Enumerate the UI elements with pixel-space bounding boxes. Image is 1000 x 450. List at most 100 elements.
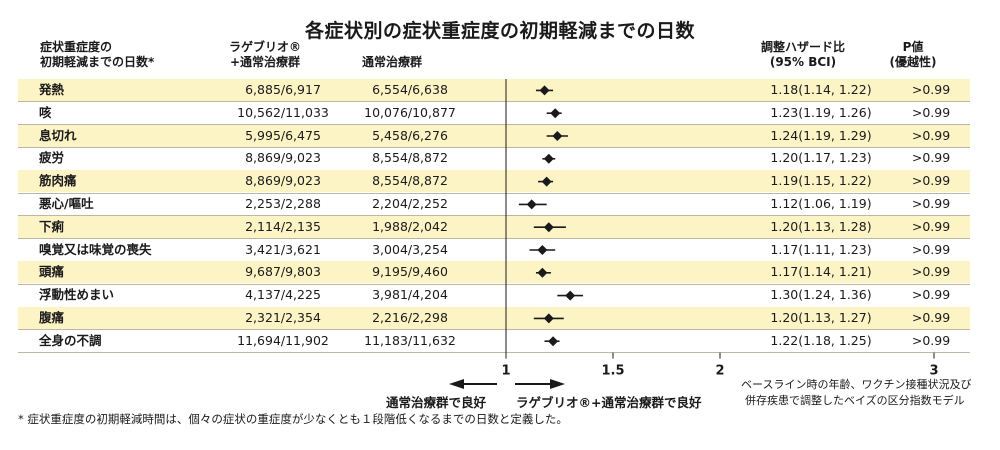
- header-p-value-line2: (優越性): [889, 55, 937, 69]
- direction-right-label: ラゲブリオ®+通常治療群で良好: [516, 395, 702, 410]
- standard-count: 8,554/8,872: [372, 150, 448, 166]
- left-arrow-head: [449, 379, 464, 389]
- lagevrio-count: 6,885/6,917: [245, 82, 321, 97]
- hazard-ratio-value: 1.20(1.17, 1.23): [770, 150, 872, 166]
- table-row: 浮動性めまい 4,137/4,225 3,981/4,204 1.30(1.24, 1…: [18, 284, 970, 306]
- lagevrio-count: 8,869/9,023: [245, 150, 321, 166]
- model-note-line1: ベースライン時の年齢、ワクチン接種状況及び: [741, 378, 972, 391]
- lagevrio-count: 10,562/11,033: [237, 104, 329, 120]
- standard-count: 5,458/6,276: [372, 127, 448, 143]
- lagevrio-count: 2,114/2,135: [245, 218, 321, 234]
- standard-count: 6,554/6,638: [372, 82, 448, 97]
- hazard-ratio-value: 1.20(1.13, 1.27): [770, 310, 872, 325]
- hazard-ratio-value: 1.22(1.18, 1.25): [770, 332, 872, 348]
- hazard-ratio-value: 1.17(1.14, 1.21): [770, 264, 872, 280]
- direction-left-label: 通常治療群で良好: [386, 395, 487, 410]
- p-value: >0.99: [911, 332, 951, 348]
- p-value: >0.99: [911, 218, 951, 234]
- p-value: >0.99: [911, 150, 951, 166]
- standard-count: 2,204/2,252: [372, 196, 448, 211]
- p-value: >0.99: [911, 104, 951, 120]
- standard-count: 2,216/2,298: [372, 310, 448, 325]
- symptom-label: 筋肉痛: [39, 173, 77, 189]
- header-p-value: P値 (優越性): [858, 40, 968, 70]
- x-tick-label: 2: [715, 364, 724, 379]
- symptom-label: 咳: [39, 104, 52, 120]
- lagevrio-count: 2,253/2,288: [245, 196, 321, 211]
- footnote: * 症状重症度の初期軽減時間は、個々の症状の重症度が少なくとも１段階低くなるまで…: [18, 412, 568, 426]
- symptom-label: 浮動性めまい: [39, 287, 115, 303]
- row-separator: [18, 283, 970, 285]
- standard-count: 3,981/4,204: [372, 287, 448, 303]
- lagevrio-count: 9,687/9,803: [245, 264, 321, 280]
- table-row: 発熱 6,885/6,917 6,554/6,638 1.18(1.14, 1.22)…: [18, 79, 970, 101]
- header-symptom: 症状重症度の 初期軽減までの日数*: [40, 40, 154, 70]
- standard-count: 10,076/10,877: [364, 104, 456, 120]
- table-row: 下痢 2,114/2,135 1,988/2,042 1.20(1.13, 1.28)…: [18, 215, 970, 238]
- standard-count: 1,988/2,042: [372, 218, 448, 234]
- header-lagevrio-line2: +通常治療群: [229, 55, 301, 69]
- row-separator: [18, 352, 970, 354]
- row-separator: [18, 146, 970, 148]
- symptom-label: 頭痛: [39, 264, 65, 280]
- p-value: >0.99: [911, 82, 951, 97]
- row-separator: [18, 101, 970, 103]
- header-hazard-ratio: 調整ハザード比 (95% BCI): [718, 40, 888, 70]
- header-lagevrio: ラゲブリオ® +通常治療群: [200, 40, 330, 70]
- header-standard: 通常治療群: [361, 55, 422, 69]
- table-row: 疲労 8,869/9,023 8,554/8,872 1.20(1.17, 1.23)…: [18, 147, 970, 169]
- table-row: 頭痛 9,687/9,803 9,195/9,460 1.17(1.14, 1.21)…: [18, 261, 970, 284]
- table-row: 息切れ 5,995/6,475 5,458/6,276 1.24(1.19, 1.29…: [18, 124, 970, 147]
- p-value: >0.99: [911, 287, 951, 303]
- row-separator: [18, 238, 970, 240]
- table-row: 全身の不調 11,694/11,902 11,183/11,632 1.22(1.18…: [18, 330, 970, 352]
- lagevrio-count: 11,694/11,902: [237, 332, 329, 348]
- table-row: 筋肉痛 8,869/9,023 8,554/8,872 1.19(1.15, 1.22…: [18, 170, 970, 193]
- p-value: >0.99: [911, 196, 951, 211]
- lagevrio-count: 4,137/4,225: [245, 287, 321, 303]
- symptom-label: 息切れ: [39, 127, 77, 143]
- lagevrio-count: 5,995/6,475: [245, 127, 321, 143]
- model-note-line2: 併存疾患で調整したベイズの区分指数モデル: [745, 394, 965, 407]
- lagevrio-count: 8,869/9,023: [245, 173, 321, 189]
- table-row: 咳 10,562/11,033 10,076/10,877 1.23(1.19, 1.…: [18, 102, 970, 124]
- symptom-label: 腹痛: [39, 310, 65, 325]
- header-hazard-ratio-line1: 調整ハザード比: [760, 40, 845, 54]
- symptom-label: 発熱: [39, 82, 65, 97]
- x-tick-label: 3: [929, 364, 938, 379]
- hazard-ratio-value: 1.17(1.11, 1.23): [770, 241, 872, 257]
- table-row: 腹痛 2,321/2,354 2,216/2,298 1.20(1.13, 1.27)…: [18, 307, 970, 329]
- standard-count: 3,004/3,254: [372, 241, 448, 257]
- chart-title: 各症状別の症状重症度の初期軽減までの日数: [304, 20, 695, 42]
- symptom-label: 全身の不調: [39, 332, 102, 348]
- header-lagevrio-line1: ラゲブリオ®: [228, 40, 301, 54]
- table-row: 嗅覚又は味覚の喪失 3,421/3,621 3,004/3,254 1.17(1.11…: [18, 239, 970, 261]
- x-tick-label: 1: [501, 364, 510, 379]
- lagevrio-count: 3,421/3,621: [245, 241, 321, 257]
- table-row: 悪心/嘔吐 2,253/2,288 2,204/2,252 1.12(1.06, 1.…: [18, 193, 970, 215]
- hazard-ratio-value: 1.24(1.19, 1.29): [770, 127, 872, 143]
- p-value: >0.99: [911, 173, 951, 189]
- hazard-ratio-value: 1.20(1.13, 1.28): [770, 218, 872, 234]
- standard-count: 11,183/11,632: [364, 332, 456, 348]
- p-value: >0.99: [911, 127, 951, 143]
- x-tick-label: 1.5: [601, 364, 624, 379]
- symptom-label: 下痢: [39, 218, 65, 234]
- header-symptom-line1: 症状重症度の: [40, 40, 113, 54]
- header-p-value-line1: P値: [902, 40, 924, 54]
- lagevrio-count: 2,321/2,354: [245, 310, 321, 325]
- row-separator: [18, 329, 970, 331]
- hazard-ratio-value: 1.19(1.15, 1.22): [770, 173, 872, 189]
- row-separator: [18, 192, 970, 194]
- standard-count: 9,195/9,460: [372, 264, 448, 280]
- hazard-ratio-value: 1.23(1.19, 1.26): [770, 104, 872, 120]
- standard-count: 8,554/8,872: [372, 173, 448, 189]
- header-hazard-ratio-line2: (95% BCI): [769, 55, 837, 69]
- hazard-ratio-value: 1.12(1.06, 1.19): [770, 196, 872, 211]
- p-value: >0.99: [911, 310, 951, 325]
- hazard-ratio-value: 1.18(1.14, 1.22): [770, 82, 872, 97]
- header-symptom-line2: 初期軽減までの日数*: [40, 55, 155, 69]
- symptom-label: 嗅覚又は味覚の喪失: [39, 241, 152, 257]
- hazard-ratio-value: 1.30(1.24, 1.36): [770, 287, 872, 303]
- right-arrow-head: [550, 379, 565, 389]
